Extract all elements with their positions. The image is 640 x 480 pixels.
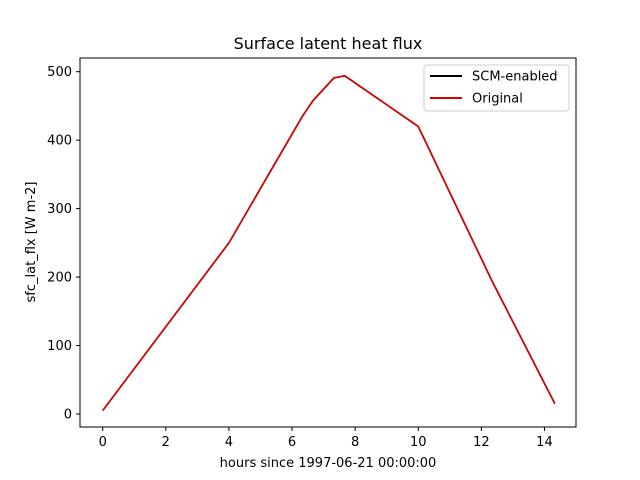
chart-title: Surface latent heat flux <box>234 34 423 53</box>
legend: SCM-enabled Original <box>423 64 570 112</box>
x-tick-label: 12 <box>473 435 490 450</box>
y-tick-label: 0 <box>64 407 72 422</box>
x-axis-ticks: 0 2 4 6 8 10 12 14 <box>99 427 553 450</box>
plot-area <box>79 57 577 428</box>
legend-label-original: Original <box>472 92 523 107</box>
x-tick-label: 0 <box>99 435 107 450</box>
x-tick-label: 14 <box>536 435 553 450</box>
x-tick-label: 2 <box>162 435 170 450</box>
x-tick-label: 4 <box>225 435 233 450</box>
y-tick-label: 100 <box>47 339 72 354</box>
y-tick-label: 500 <box>47 65 72 80</box>
x-axis-label: hours since 1997-06-21 00:00:00 <box>220 456 437 471</box>
series-line-original <box>102 75 556 412</box>
x-tick-label: 6 <box>288 435 296 450</box>
legend-label-scm-enabled: SCM-enabled <box>472 70 558 85</box>
y-tick-label: 200 <box>47 271 72 286</box>
x-tick-label: 8 <box>351 435 359 450</box>
x-tick-label: 10 <box>410 435 427 450</box>
y-tick-label: 300 <box>47 202 72 217</box>
series-lines <box>102 75 556 412</box>
y-axis-label: sfc_lat_flx [W m-2] <box>24 182 39 303</box>
y-tick-label: 400 <box>47 134 72 149</box>
y-axis-ticks: 0 100 200 300 400 500 <box>47 65 80 422</box>
